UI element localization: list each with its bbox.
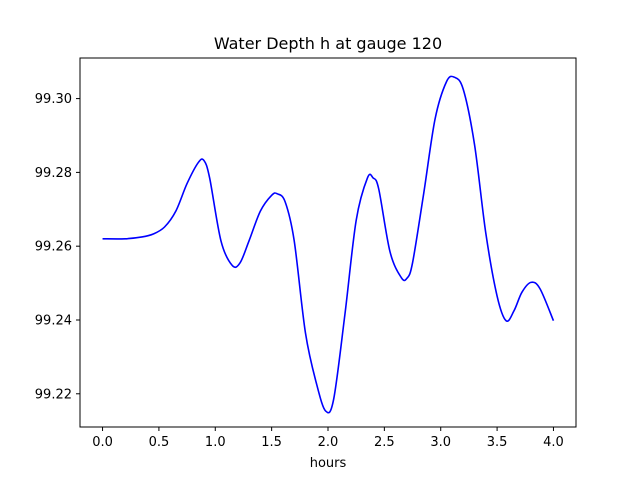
x-axis-ticks: 0.0 0.5 1.0 1.5 2.0 2.5 3.0 3.5 4.0 <box>92 427 564 450</box>
y-tick-label: 99.24 <box>35 313 72 328</box>
chart-title: Water Depth h at gauge 120 <box>214 34 442 53</box>
x-tick-label: 1.0 <box>205 435 226 450</box>
x-tick-label: 2.5 <box>374 435 395 450</box>
x-tick-label: 4.0 <box>543 435 564 450</box>
x-tick-label: 3.5 <box>487 435 508 450</box>
x-tick-label: 0.0 <box>92 435 113 450</box>
plot-area <box>102 75 555 414</box>
x-tick-label: 2.0 <box>318 435 339 450</box>
y-tick-label: 99.26 <box>35 240 72 255</box>
x-tick-label: 3.0 <box>430 435 451 450</box>
x-tick-label: 0.5 <box>149 435 170 450</box>
y-axis-ticks: 99.22 99.24 99.26 99.28 99.30 <box>35 92 80 402</box>
series-line-water-depth <box>102 75 555 414</box>
y-tick-label: 99.30 <box>35 92 72 107</box>
y-tick-label: 99.28 <box>35 166 72 181</box>
y-tick-label: 99.22 <box>35 387 72 402</box>
x-tick-label: 1.5 <box>261 435 282 450</box>
x-axis-label: hours <box>310 456 347 471</box>
